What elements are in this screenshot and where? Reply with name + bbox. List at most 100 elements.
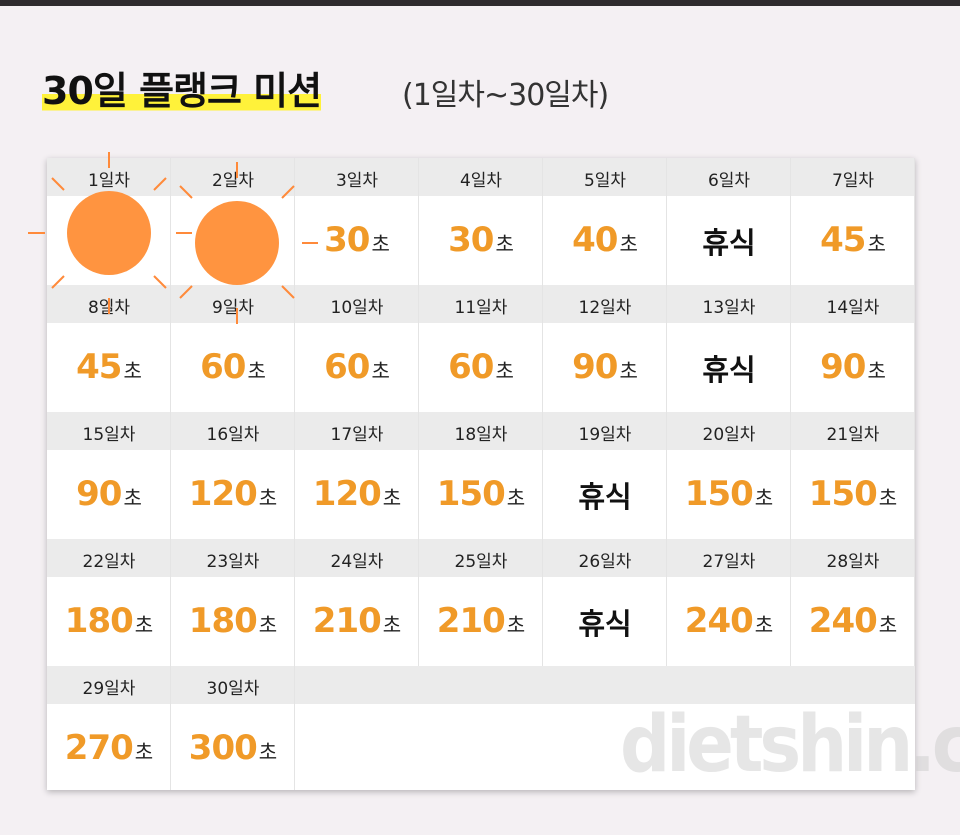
header-strip xyxy=(47,158,915,196)
rest-label: 휴식 xyxy=(578,607,632,641)
seconds: 240 xyxy=(808,601,878,641)
top-bar xyxy=(0,0,960,6)
seconds: 120 xyxy=(312,474,382,514)
watermark: dietshin.com xyxy=(620,700,960,790)
unit: 초 xyxy=(123,359,142,383)
subtitle: (1일차~30일차) xyxy=(402,78,609,113)
value: 240 초 xyxy=(791,601,915,641)
day-label: 10일차 xyxy=(330,298,384,318)
day-label: 25일차 xyxy=(454,552,508,572)
day-cell: 11일차 60 초 xyxy=(419,285,543,412)
seconds: 210 xyxy=(436,601,506,641)
day-cell: 4일차 30 초 xyxy=(419,158,543,285)
unit: 초 xyxy=(123,486,142,510)
rest-label: 휴식 xyxy=(702,353,756,387)
seconds: 120 xyxy=(188,474,258,514)
seconds: 45 xyxy=(820,220,866,260)
day-label: 20일차 xyxy=(702,425,756,445)
unit: 초 xyxy=(878,613,898,637)
day-label: 18일차 xyxy=(454,425,508,445)
seconds: 90 xyxy=(572,347,618,387)
title: 30일 플랭크 미션 xyxy=(42,60,322,115)
value: 휴식 xyxy=(543,474,667,516)
seconds: 180 xyxy=(64,601,134,641)
value: 150 초 xyxy=(667,474,791,514)
day-label: 21일차 xyxy=(826,425,880,445)
seconds: 40 xyxy=(572,220,618,260)
day-label: 2일차 xyxy=(211,171,255,191)
unit: 초 xyxy=(134,613,154,637)
day-label: 7일차 xyxy=(831,171,875,191)
value: 210 초 xyxy=(419,601,543,641)
day-label: 4일차 xyxy=(459,171,503,191)
day-cell: 25일차 210 초 xyxy=(419,539,543,666)
unit: 초 xyxy=(754,486,774,510)
seconds: 150 xyxy=(808,474,878,514)
day-label: 30일차 xyxy=(206,679,260,699)
header-strip xyxy=(47,412,915,450)
day-cell: 7일차 45 초 xyxy=(791,158,915,285)
unit: 초 xyxy=(867,232,886,256)
day-cell: 3일차 30 초 xyxy=(295,158,419,285)
unit: 초 xyxy=(382,613,402,637)
day-label: 22일차 xyxy=(82,552,136,572)
seconds: 30 xyxy=(448,220,494,260)
day-label: 9일차 xyxy=(211,298,255,318)
header-strip xyxy=(47,539,915,577)
value: 30 초 xyxy=(419,220,543,260)
day-cell: 10일차 60 초 xyxy=(295,285,419,412)
unit: 초 xyxy=(258,613,278,637)
value: 60 초 xyxy=(419,347,543,387)
day-cell: 17일차 120 초 xyxy=(295,412,419,539)
day-cell: 29일차 270 초 xyxy=(47,666,171,790)
day-label: 28일차 xyxy=(826,552,880,572)
value: 휴식 xyxy=(667,347,791,389)
unit: 초 xyxy=(754,613,774,637)
unit: 초 xyxy=(619,232,638,256)
day-label: 14일차 xyxy=(826,298,880,318)
value: 60 초 xyxy=(171,347,295,387)
unit: 초 xyxy=(867,359,886,383)
seconds: 300 xyxy=(188,728,258,768)
day-label: 16일차 xyxy=(206,425,260,445)
value: 180 초 xyxy=(47,601,171,641)
day-label: 15일차 xyxy=(82,425,136,445)
unit: 초 xyxy=(382,486,402,510)
value: 휴식 xyxy=(667,220,791,262)
day-cell: 15일차 90 초 xyxy=(47,412,171,539)
rest-label: 휴식 xyxy=(578,480,632,514)
day-label: 3일차 xyxy=(335,171,379,191)
value: 40 초 xyxy=(543,220,667,260)
seconds: 240 xyxy=(684,601,754,641)
day-label: 19일차 xyxy=(578,425,632,445)
unit: 초 xyxy=(506,613,526,637)
day-cell: 18일차 150 초 xyxy=(419,412,543,539)
value: 210 초 xyxy=(295,601,419,641)
day-cell: 28일차 240 초 xyxy=(791,539,915,666)
value: 150 초 xyxy=(791,474,915,514)
seconds: 270 xyxy=(64,728,134,768)
day-label: 17일차 xyxy=(330,425,384,445)
value: 180 초 xyxy=(171,601,295,641)
day-cell: 27일차 240 초 xyxy=(667,539,791,666)
value: 120 초 xyxy=(295,474,419,514)
day-cell: 5일차 40 초 xyxy=(543,158,667,285)
seconds: 60 xyxy=(200,347,246,387)
unit: 초 xyxy=(134,740,154,764)
day-label: 1일차 xyxy=(87,171,131,191)
seconds: 90 xyxy=(820,347,866,387)
value: 150 초 xyxy=(419,474,543,514)
seconds: 180 xyxy=(188,601,258,641)
value: 45 초 xyxy=(791,220,915,260)
value: 90 초 xyxy=(47,474,171,514)
day-label: 6일차 xyxy=(707,171,751,191)
seconds: 210 xyxy=(312,601,382,641)
unit: 초 xyxy=(258,486,278,510)
unit: 초 xyxy=(258,740,278,764)
rest-label: 휴식 xyxy=(702,226,756,260)
day-label: 27일차 xyxy=(702,552,756,572)
header-strip xyxy=(47,285,915,323)
